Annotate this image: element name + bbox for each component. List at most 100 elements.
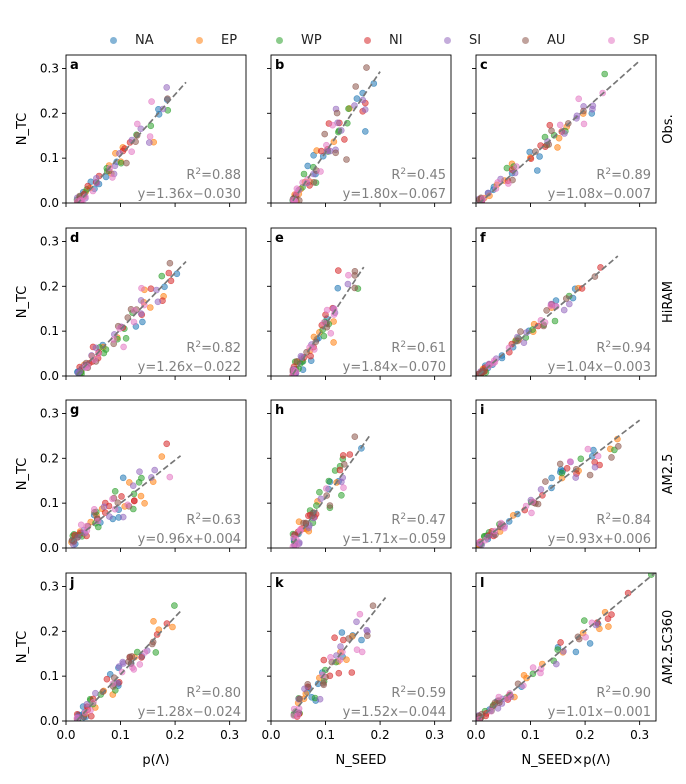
panel-letter: e [275, 231, 284, 246]
plot-area [476, 61, 640, 205]
panel-letter: h [275, 403, 284, 418]
y-tick-label: 0.1 [40, 496, 59, 510]
data-point-ep [151, 618, 157, 624]
data-point-na [587, 640, 593, 646]
data-point-ni [347, 452, 353, 458]
data-point-wp [555, 647, 561, 653]
data-point-ni [335, 268, 341, 274]
y-tick-label: 0.3 [40, 406, 59, 420]
data-point-si [364, 627, 370, 633]
data-point-ni [318, 148, 324, 154]
data-point-wp [159, 273, 165, 279]
panel-g: 0.0 0.1 0.2 0.3 g R2=0.63 y=0.96x+0.004 N_TC [15, 400, 246, 555]
panel-letter: b [275, 58, 284, 73]
data-point-si [84, 701, 90, 707]
data-point-wp [138, 475, 144, 481]
y-tick-label: 0.0 [40, 714, 59, 728]
data-point-ni [605, 616, 611, 622]
r-squared-label: R2=0.90 [596, 685, 651, 701]
row-label: HiRAM [661, 281, 676, 323]
y-tick-label: 0.2 [40, 279, 59, 293]
data-point-sp [131, 666, 137, 672]
data-point-sp [290, 543, 296, 549]
panel-i: iR2=0.84y=0.93x+0.006AM2.5 [472, 400, 676, 552]
data-point-ep [142, 500, 148, 506]
data-point-na [537, 154, 543, 160]
r-squared-label: R2=0.82 [186, 340, 241, 356]
data-point-au [333, 150, 339, 156]
data-point-au [341, 461, 347, 467]
data-point-na [534, 168, 540, 174]
fit-line [77, 611, 181, 720]
panel-letter: g [70, 403, 79, 418]
data-point-ni [349, 670, 355, 676]
x-tick-label: 0.2 [576, 728, 595, 742]
panel-letter: l [480, 576, 484, 591]
data-point-ni [564, 465, 570, 471]
y-tick-label: 0.2 [40, 624, 59, 638]
data-point-ni [104, 676, 110, 682]
data-point-wp [552, 318, 558, 324]
data-point-si [573, 475, 579, 481]
data-point-ep [138, 493, 144, 499]
data-point-sp [345, 272, 351, 278]
data-point-si [590, 103, 596, 109]
data-point-na [139, 319, 145, 325]
r-squared-label: R2=0.47 [391, 512, 446, 528]
x-tick-label: 0.3 [630, 728, 649, 742]
data-point-ni [337, 467, 343, 473]
r-squared-label: R2=0.61 [391, 340, 446, 356]
x-axis-label: N_SEED×p(Λ) [521, 753, 610, 768]
panel-letter: i [480, 403, 484, 418]
data-point-au [615, 443, 621, 449]
data-point-na [359, 637, 365, 643]
data-point-wp [171, 603, 177, 609]
data-point-au [364, 65, 370, 71]
data-point-au [353, 84, 359, 90]
data-point-ni [341, 136, 347, 142]
data-point-sp [137, 661, 143, 667]
panel-e: eR2=0.61y=1.84x−0.070 [267, 228, 451, 380]
data-point-si [155, 299, 161, 305]
data-point-si [130, 483, 136, 489]
fit-line [293, 72, 380, 201]
x-tick-label: 0.2 [166, 728, 185, 742]
panel-l: 0.0 0.1 0.2 0.3lR2=0.90y=1.01x−0.001AM2.5C3… [466, 572, 676, 768]
y-tick-label: 0.0 [40, 541, 59, 555]
y-tick-label: 0.3 [40, 61, 59, 75]
x-tick-label: 0.1 [521, 728, 540, 742]
y-tick-label: 0.0 [40, 196, 59, 210]
data-point-sp [109, 174, 115, 180]
data-point-na [590, 447, 596, 453]
data-point-au [557, 461, 563, 467]
y-axis-label: N_TC [15, 631, 30, 663]
data-point-sp [324, 307, 330, 313]
data-point-au [609, 454, 615, 460]
fit-line [77, 262, 186, 375]
data-point-wp [559, 470, 565, 476]
panel-letter: a [70, 58, 79, 73]
x-tick-label: 0.0 [56, 728, 75, 742]
data-point-ni [85, 183, 91, 189]
data-point-sp [78, 522, 84, 528]
x-tick-label: 0.2 [371, 728, 390, 742]
panel-k: 0.0 0.1 0.2 0.3 k R2=0.59 y=1.52x−0.044 N_SEED [261, 573, 451, 768]
fit-line [71, 456, 180, 542]
x-tick-label: 0.0 [261, 728, 280, 742]
fit-equation: y=0.96x+0.004 [138, 532, 241, 547]
y-axis-label: N_TC [15, 458, 30, 490]
data-point-au [311, 179, 317, 185]
data-point-sp [529, 510, 535, 516]
data-point-wp [313, 503, 319, 509]
data-point-sp [131, 319, 137, 325]
data-point-si [362, 107, 368, 113]
data-point-si [566, 301, 572, 307]
panel-b: b R2=0.45 y=1.80x−0.067 [267, 55, 451, 207]
r-squared-label: R2=0.45 [391, 167, 446, 183]
data-point-ni [547, 122, 553, 128]
x-axis-label: p(Λ) [142, 753, 169, 768]
x-tick-label: 0.1 [111, 728, 130, 742]
panel-letter: f [480, 231, 486, 246]
data-point-ep [555, 144, 561, 150]
data-point-na [549, 475, 555, 481]
